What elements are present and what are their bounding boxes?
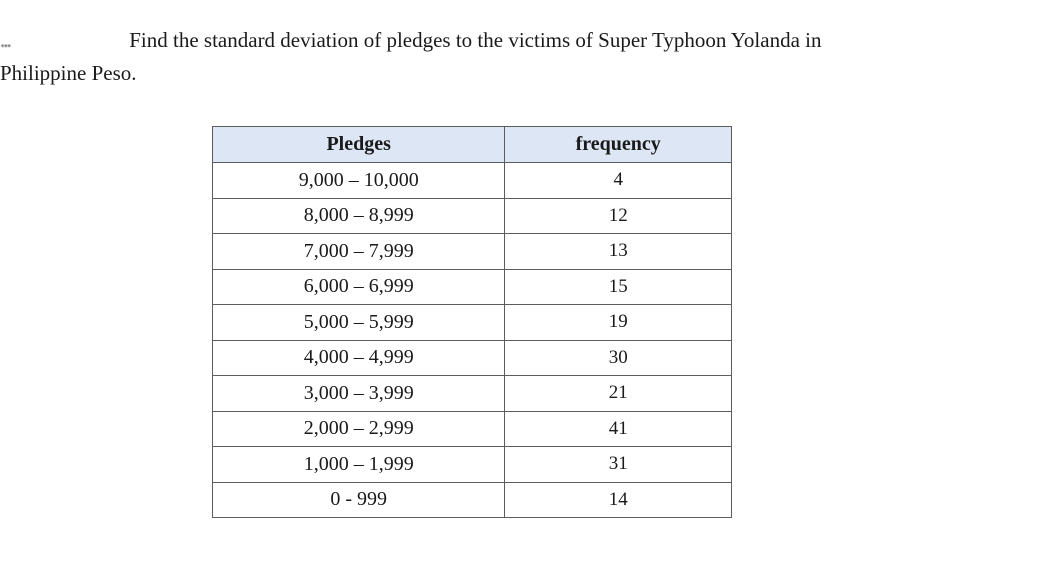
table-row: 1,000 – 1,999 31: [211, 446, 732, 483]
pledges-cell: 0 - 999: [211, 481, 506, 518]
pledges-cell: 7,000 – 7,999: [211, 233, 506, 270]
pledges-cell: 5,000 – 5,999: [211, 304, 506, 341]
header-frequency: frequency: [504, 126, 732, 163]
table-row: 8,000 – 8,999 12: [211, 197, 732, 234]
table-row: 0 - 999 14: [211, 481, 732, 518]
pledges-cell: 1,000 – 1,999: [211, 446, 506, 483]
question-line-1-text: Find the standard deviation of pledges t…: [129, 28, 822, 52]
table-row: 7,000 – 7,999 13: [211, 233, 732, 270]
table-header-row: Pledges frequency: [211, 126, 732, 163]
frequency-cell: 13: [504, 233, 732, 270]
question-text: ... Find the standard deviation of pledg…: [0, 24, 1040, 90]
table-row: 2,000 – 2,999 41: [211, 410, 732, 447]
question-number-cropped: ...: [0, 28, 12, 52]
pledges-frequency-table: Pledges frequency 9,000 – 10,000 4 8,000…: [211, 126, 732, 518]
table-row: 9,000 – 10,000 4: [211, 162, 732, 199]
header-pledges: Pledges: [211, 126, 506, 163]
pledges-cell: 2,000 – 2,999: [211, 410, 506, 447]
frequency-cell: 41: [504, 410, 732, 447]
pledges-cell: 8,000 – 8,999: [211, 197, 506, 234]
pledges-cell: 4,000 – 4,999: [211, 339, 506, 376]
frequency-cell: 12: [504, 197, 732, 234]
frequency-cell: 4: [504, 162, 732, 199]
frequency-cell: 15: [504, 268, 732, 305]
frequency-cell: 30: [504, 339, 732, 376]
question-line-1: ... Find the standard deviation of pledg…: [0, 24, 1040, 57]
frequency-cell: 21: [504, 375, 732, 412]
frequency-cell: 19: [504, 304, 732, 341]
table-row: 3,000 – 3,999 21: [211, 375, 732, 412]
pledges-cell: 9,000 – 10,000: [211, 162, 506, 199]
pledges-cell: 3,000 – 3,999: [211, 375, 506, 412]
question-line-2: Philippine Peso.: [0, 61, 137, 85]
table-row: 4,000 – 4,999 30: [211, 339, 732, 376]
table-row: 5,000 – 5,999 19: [211, 304, 732, 341]
frequency-cell: 14: [504, 481, 732, 518]
table-row: 6,000 – 6,999 15: [211, 268, 732, 305]
pledges-cell: 6,000 – 6,999: [211, 268, 506, 305]
frequency-cell: 31: [504, 446, 732, 483]
